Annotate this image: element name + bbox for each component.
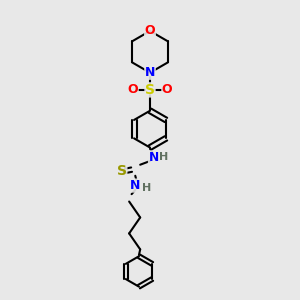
Text: O: O bbox=[128, 83, 138, 96]
Text: O: O bbox=[145, 25, 155, 38]
Text: N: N bbox=[145, 66, 155, 79]
Text: S: S bbox=[145, 83, 155, 97]
Text: N: N bbox=[148, 151, 159, 164]
Text: N: N bbox=[130, 179, 140, 192]
Text: S: S bbox=[117, 164, 127, 178]
Text: H: H bbox=[159, 152, 168, 162]
Text: H: H bbox=[142, 183, 151, 193]
Text: O: O bbox=[162, 83, 172, 96]
